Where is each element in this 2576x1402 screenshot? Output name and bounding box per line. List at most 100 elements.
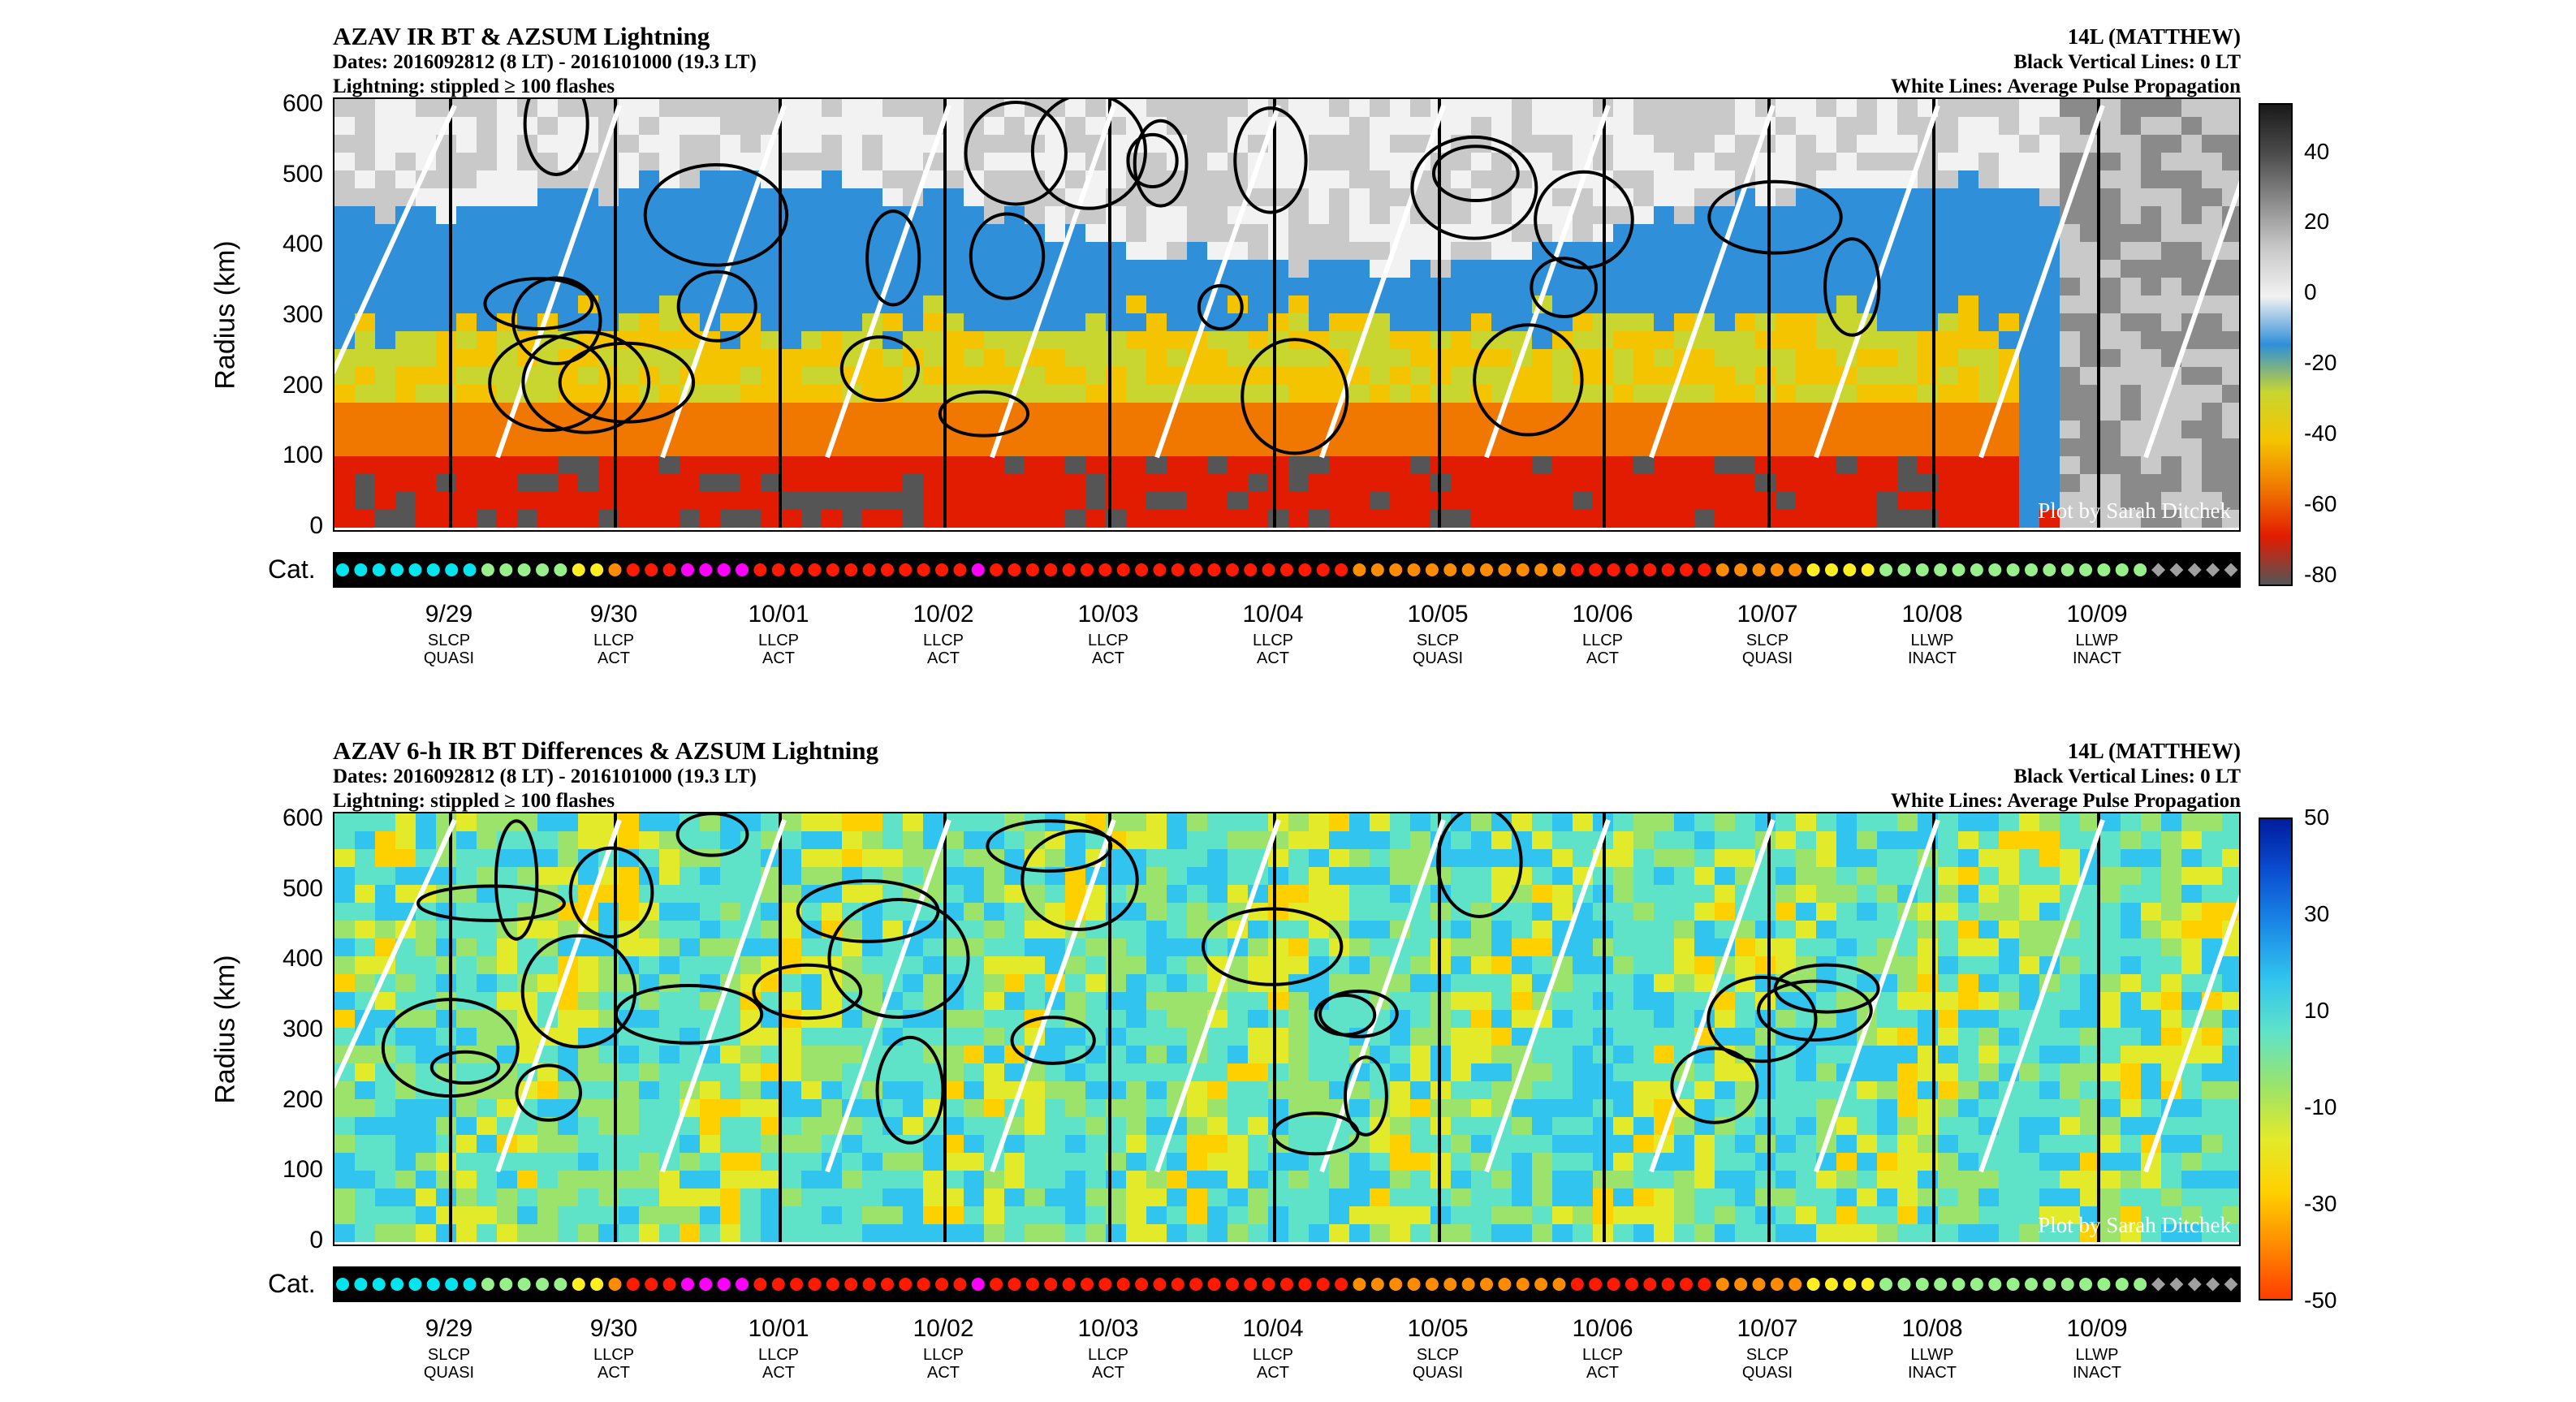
heatmap-cell <box>355 813 376 832</box>
heatmap-cell <box>1390 1117 1411 1136</box>
heatmap-cell <box>1654 885 1675 904</box>
heatmap-cell <box>1978 1206 2000 1225</box>
heatmap-cell <box>1167 224 1188 243</box>
heatmap-cell <box>1410 1099 1431 1118</box>
heatmap-cell <box>1085 421 1107 439</box>
heatmap-cell <box>1573 206 1594 225</box>
heatmap-cell <box>416 224 437 243</box>
phase-label: SLCP QUASI <box>1412 1346 1464 1382</box>
heatmap-cell <box>781 1224 802 1243</box>
heatmap-cell <box>1613 938 1634 957</box>
heatmap-cell <box>1816 1063 1837 1082</box>
heatmap-cell <box>1065 278 1086 296</box>
heatmap-cell <box>456 1135 477 1154</box>
heatmap-cell <box>1207 903 1228 921</box>
heatmap-cell <box>619 1117 640 1136</box>
category-dot <box>1824 563 1838 576</box>
heatmap-cell <box>1978 153 2000 171</box>
heatmap-cell <box>761 1099 782 1118</box>
heatmap-cell <box>1796 206 1817 225</box>
heatmap-cell <box>2019 1171 2040 1189</box>
heatmap-cell <box>1958 903 1979 921</box>
heatmap-cell <box>1633 331 1655 350</box>
heatmap-cell <box>943 170 964 189</box>
heatmap-cell <box>1288 456 1310 475</box>
legend-white-lines: White Lines: Average Pulse Propagation <box>1891 790 2241 812</box>
heatmap-cell <box>2161 295 2182 314</box>
heatmap-cell <box>558 885 579 904</box>
heatmap-cell <box>882 1224 904 1243</box>
ir-bt-heatmap: Plot by Sarah Ditchek <box>333 97 2241 532</box>
heatmap-cell <box>1613 206 1634 225</box>
heatmap-cell <box>1025 474 1046 493</box>
heatmap-cell <box>1207 831 1228 850</box>
heatmap-cell <box>1978 1099 2000 1118</box>
heatmap-cell <box>2039 831 2060 850</box>
heatmap-cell <box>822 206 843 225</box>
heatmap-cell <box>2100 1171 2121 1189</box>
heatmap-cell <box>2060 385 2081 403</box>
heatmap-cell <box>1451 1224 1472 1243</box>
heatmap-cell <box>842 135 863 153</box>
heatmap-cell <box>2060 1063 2081 1082</box>
heatmap-cell <box>456 349 477 368</box>
heatmap-cell <box>1045 1188 1066 1207</box>
heatmap-cell <box>517 1135 538 1154</box>
heatmap-cell <box>1613 1046 1634 1064</box>
heatmap-cell <box>1796 1046 1817 1064</box>
heatmap-cell <box>578 367 599 386</box>
heatmap-cell <box>436 385 457 403</box>
heatmap-cell <box>1958 421 1979 439</box>
heatmap-cell <box>1228 849 1249 868</box>
heatmap-cell <box>822 474 843 493</box>
heatmap-cell <box>1715 403 1736 421</box>
heatmap-cell <box>984 1081 1005 1100</box>
panel-dates: Dates: 2016092812 (8 LT) - 2016101000 (1… <box>333 51 757 73</box>
heatmap-cell <box>1228 385 1249 403</box>
heatmap-cell <box>395 295 416 314</box>
heatmap-cell <box>1857 99 1878 118</box>
heatmap-cell <box>2100 885 2121 904</box>
heatmap-cell <box>1674 260 1695 278</box>
colorbar-tick-label: -30 <box>2304 1191 2337 1216</box>
heatmap-cell <box>2100 1206 2121 1225</box>
heatmap-cell <box>1674 278 1695 296</box>
heatmap-cell <box>1999 1117 2020 1136</box>
date-label: 10/01 <box>748 601 809 628</box>
heatmap-cell <box>822 867 843 886</box>
heatmap-cell <box>1309 456 1330 475</box>
heatmap-cell <box>639 242 660 261</box>
heatmap-cell <box>2181 1117 2203 1136</box>
heatmap-cell <box>1836 1135 1858 1154</box>
heatmap-cell <box>1146 278 1167 296</box>
heatmap-cell <box>1999 278 2020 296</box>
heatmap-cell <box>1633 188 1655 207</box>
heatmap-cell <box>801 260 822 278</box>
heatmap-cell <box>1288 1010 1310 1029</box>
heatmap-cell <box>2141 188 2162 207</box>
heatmap-cell <box>1451 1099 1472 1118</box>
heatmap-cell <box>1877 421 1898 439</box>
lightning-contour <box>1020 829 1139 931</box>
heatmap-cell <box>1776 1099 1797 1118</box>
heatmap-cell <box>1512 474 1533 493</box>
heatmap-cell <box>761 492 782 511</box>
heatmap-cell <box>1694 1081 1715 1100</box>
heatmap-cell <box>761 188 782 207</box>
heatmap-cell <box>1918 242 1939 261</box>
heatmap-cell <box>1329 921 1350 939</box>
heatmap-cell <box>1512 1153 1533 1171</box>
heatmap-cell <box>781 992 802 1011</box>
heatmap-cell <box>456 224 477 243</box>
heatmap-cell <box>1836 117 1858 136</box>
heatmap-cell <box>2161 421 2182 439</box>
heatmap-cell <box>1755 921 1776 939</box>
heatmap-cell <box>740 1010 762 1029</box>
heatmap-cell <box>964 349 985 368</box>
category-dot <box>662 1278 676 1291</box>
heatmap-cell <box>477 421 498 439</box>
heatmap-cell <box>943 367 964 386</box>
heatmap-cell <box>1187 1081 1208 1100</box>
heatmap-cell <box>700 492 721 511</box>
heatmap-cell <box>1146 1188 1167 1207</box>
